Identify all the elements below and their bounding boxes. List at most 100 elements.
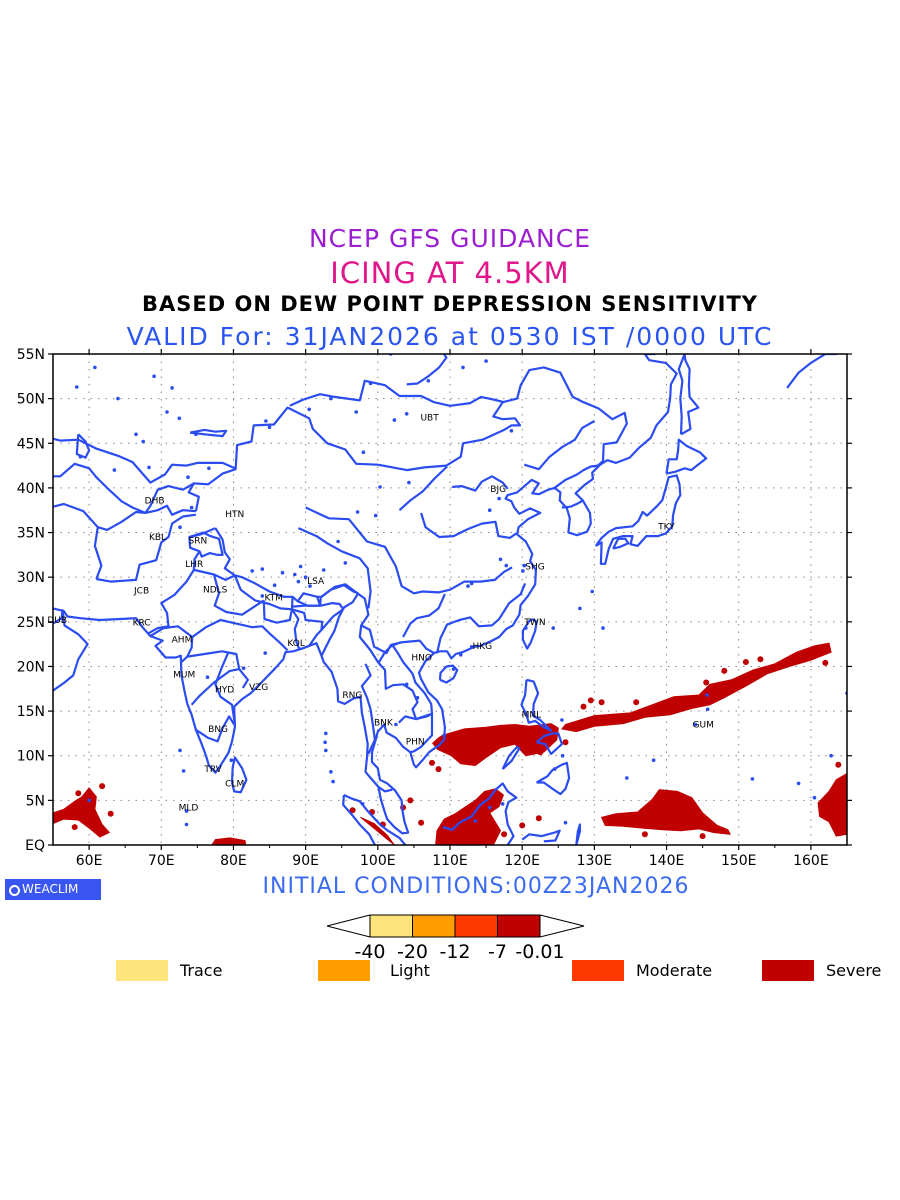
island-dot xyxy=(298,564,303,569)
station-label: NDLS xyxy=(203,586,228,596)
initial-conditions: INITIAL CONDITIONS:00Z23JAN2026 xyxy=(262,874,690,899)
station-label: HTN xyxy=(225,510,244,520)
island-dot xyxy=(178,525,182,529)
island-dot xyxy=(296,579,301,584)
map-grid xyxy=(53,354,847,845)
island-dot xyxy=(360,802,365,806)
island-dot xyxy=(497,496,501,501)
island-dot xyxy=(563,820,568,825)
station-label: KOL xyxy=(287,639,305,649)
station-label: BNG xyxy=(208,725,228,735)
coast-mindanao xyxy=(536,761,571,796)
icing-speckle xyxy=(418,819,425,826)
lon-tick-label: 80E xyxy=(220,853,247,869)
icing-speckle xyxy=(587,697,594,704)
border-china-inner-1 xyxy=(305,506,513,595)
station-label: UBT xyxy=(420,413,439,423)
border-myanmar-india xyxy=(320,592,360,657)
coast-baikal xyxy=(406,354,448,386)
island-dot xyxy=(601,626,605,630)
icing-speckle xyxy=(562,739,569,746)
icing-speckle xyxy=(71,824,78,831)
border-thai-myanmar xyxy=(360,663,376,755)
island-dot xyxy=(487,805,492,810)
lat-tick-label: 55N xyxy=(17,347,45,363)
island-dot xyxy=(394,722,398,727)
island-dot xyxy=(442,733,447,737)
island-dot xyxy=(165,410,169,414)
island-dot xyxy=(504,563,509,568)
island-dot xyxy=(522,563,527,568)
island-dot xyxy=(152,374,156,379)
station-label: HYD xyxy=(215,686,234,696)
border-myanmar-thai-north xyxy=(358,625,380,664)
icing-speckle xyxy=(835,761,842,768)
island-dot xyxy=(272,583,277,587)
island-dot xyxy=(177,416,182,421)
station-label: AHM xyxy=(172,636,193,646)
island-dot xyxy=(263,651,268,655)
island-dot xyxy=(181,769,186,773)
border-dmz xyxy=(561,499,584,509)
axis-ticks: EQ 5N 10N 15N 20N 25N 30N 35N 40N 45N 50N 55N 60E 70E… xyxy=(17,347,852,869)
station-label: LHR xyxy=(185,560,203,570)
lat-tick-label: 35N xyxy=(17,526,45,542)
lat-tick-label: 40N xyxy=(17,481,45,497)
icing-speckle xyxy=(822,659,829,666)
island-dot xyxy=(267,425,272,430)
coast-palawan xyxy=(501,745,521,770)
icing-speckle xyxy=(598,699,605,706)
icing-speckle xyxy=(429,759,435,766)
island-dot xyxy=(264,419,268,423)
island-dot xyxy=(178,748,182,753)
coastlines xyxy=(53,354,847,845)
station-label: TKY xyxy=(657,522,675,532)
legend-label-light: Light xyxy=(390,961,430,980)
island-dot xyxy=(229,758,234,762)
legend-swatch-light xyxy=(318,960,370,981)
lon-tick-label: 160E xyxy=(793,853,829,869)
coast-sumatra-west xyxy=(342,794,376,845)
icing-east-edge xyxy=(817,773,847,837)
station-label: DUB xyxy=(47,616,67,626)
island-dot xyxy=(368,381,373,386)
station-label: JCB xyxy=(133,587,149,597)
island-dot xyxy=(78,454,83,459)
island-dot xyxy=(354,410,359,414)
coast-kamchatka xyxy=(786,354,837,389)
border-iran xyxy=(53,502,103,580)
island-dot xyxy=(93,365,97,370)
coast-halmahera xyxy=(575,823,582,845)
icing-arabian-sea xyxy=(53,787,111,838)
coast-srilanka xyxy=(230,756,248,794)
border-india-pakistan xyxy=(147,527,216,635)
island-dot xyxy=(194,432,198,437)
border-vietnam-china xyxy=(393,641,402,647)
island-dot xyxy=(343,561,348,565)
station-label: KTM xyxy=(264,594,282,604)
border-china-west xyxy=(187,366,628,512)
border-china-inner-7 xyxy=(398,465,448,512)
station-label: HNO xyxy=(411,654,432,664)
border-bangladesh xyxy=(290,608,324,650)
border-thailand-malaysia xyxy=(377,786,393,793)
icing-speckle xyxy=(443,745,450,752)
island-dot xyxy=(321,568,326,572)
border-china-inner-6 xyxy=(402,593,446,638)
icing-speckle xyxy=(742,659,749,665)
icing-speckle xyxy=(501,831,508,838)
island-dot xyxy=(812,795,817,800)
colorbar-label: -0.01 xyxy=(515,941,564,963)
island-dot xyxy=(250,569,254,573)
lat-tick-label: 25N xyxy=(17,615,45,631)
island-dot xyxy=(323,740,327,745)
colorbar-label: -12 xyxy=(439,941,470,963)
border-mongolia-russia xyxy=(289,379,505,407)
lat-tick-label: 20N xyxy=(17,659,45,675)
border-india-states-7 xyxy=(212,574,265,616)
legend-label-trace: Trace xyxy=(180,961,223,980)
colorbar-label: -40 xyxy=(354,941,385,963)
lon-tick-label: 110E xyxy=(432,853,468,869)
island-dot xyxy=(324,731,328,736)
